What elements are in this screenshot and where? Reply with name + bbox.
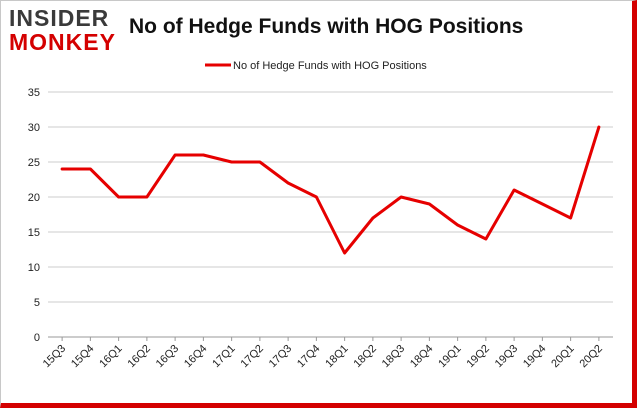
x-tick-label: 15Q3 bbox=[41, 343, 69, 371]
x-tick-label: 17Q2 bbox=[238, 343, 266, 371]
insider-monkey-logo: INSIDER MONKEY bbox=[9, 7, 121, 54]
y-tick-label: 20 bbox=[28, 192, 40, 204]
x-tick-label: 16Q2 bbox=[125, 343, 153, 371]
x-tick-label: 16Q1 bbox=[97, 343, 125, 371]
y-axis: 0 5 10 15 20 25 30 35 bbox=[28, 87, 40, 344]
y-tick-label: 5 bbox=[34, 297, 40, 309]
y-tick-label: 25 bbox=[28, 157, 40, 169]
x-tick-label: 16Q4 bbox=[182, 343, 210, 371]
chart-title: No of Hedge Funds with HOG Positions bbox=[129, 15, 524, 38]
logo-line-1: INSIDER bbox=[9, 5, 110, 31]
x-tick-label: 20Q2 bbox=[577, 343, 605, 371]
x-tick-label: 19Q2 bbox=[464, 343, 492, 371]
x-tick-label: 19Q4 bbox=[521, 343, 549, 371]
y-tick-label: 30 bbox=[28, 122, 40, 134]
x-tick-label: 19Q1 bbox=[436, 343, 464, 371]
x-tick-label: 16Q3 bbox=[154, 343, 182, 371]
x-tick-label: 18Q2 bbox=[351, 343, 379, 371]
x-tick-label: 17Q1 bbox=[210, 343, 238, 371]
x-axis: 15Q3 15Q4 16Q1 16Q2 16Q3 16Q4 17Q1 17Q2 17Q3 17Q4… bbox=[41, 337, 605, 370]
x-tick-label: 19Q3 bbox=[493, 343, 521, 371]
x-tick-label: 15Q4 bbox=[69, 343, 97, 371]
series-lines bbox=[60, 125, 601, 255]
y-tick-label: 15 bbox=[28, 227, 40, 239]
x-tick-label: 17Q4 bbox=[295, 343, 323, 371]
x-tick-label: 17Q3 bbox=[267, 343, 295, 371]
gridlines bbox=[48, 91, 613, 338]
x-tick-label: 20Q1 bbox=[549, 343, 577, 371]
y-tick-label: 0 bbox=[34, 332, 40, 344]
x-tick-label: 18Q1 bbox=[323, 343, 351, 371]
y-tick-label: 35 bbox=[28, 87, 40, 99]
x-tick-label: 18Q3 bbox=[380, 343, 408, 371]
legend-label: No of Hedge Funds with HOG Positions bbox=[233, 60, 427, 72]
logo-line-2: MONKEY bbox=[9, 29, 116, 55]
y-tick-label: 10 bbox=[28, 262, 40, 274]
series-line bbox=[60, 125, 601, 255]
x-tick-label: 18Q4 bbox=[408, 343, 436, 371]
legend: No of Hedge Funds with HOG Positions bbox=[205, 60, 427, 72]
